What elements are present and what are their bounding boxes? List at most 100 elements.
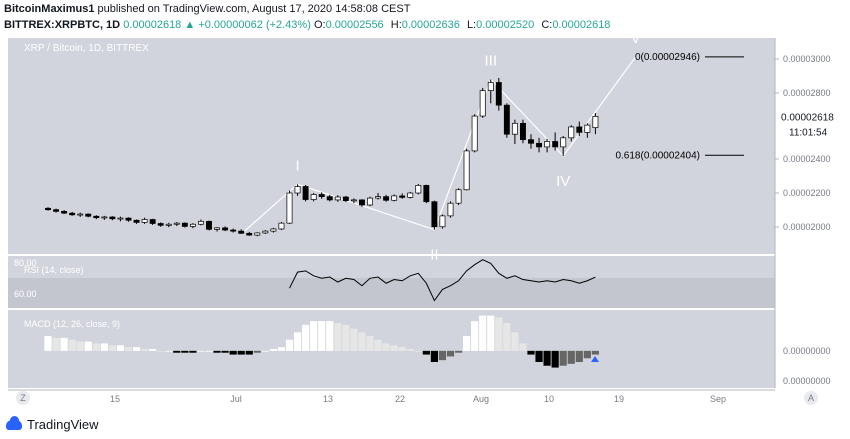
macd-histogram-bar [414,350,422,352]
macd-histogram-bar [503,323,511,351]
open-value: 0.00002556 [325,19,384,31]
candle [383,194,390,202]
candle [391,194,398,202]
symbol-line: BITTREX:XRPBTC, 1D 0.00002618 ▲ +0.00000… [4,19,614,31]
candle-body [536,142,543,148]
candle [528,134,534,149]
candle [326,194,333,202]
candle-body [568,126,575,139]
candle-body [278,222,285,230]
candle-body [101,216,108,219]
price-axis-label: 0.00003000 [783,54,831,64]
author-name[interactable]: BitcoinMaximus1 [4,3,95,15]
candle-body [262,230,269,234]
candle [302,185,309,202]
macd-histogram-bar [350,328,358,351]
time-axis-label: 22 [395,394,405,404]
macd-title: MACD (12, 26, close, 9) [24,319,120,329]
candle [262,230,269,235]
macd-histogram-bar [471,321,479,351]
candle-body [528,139,534,144]
candle-body [214,227,220,230]
candle [109,216,116,221]
last-price-tag [777,109,837,124]
auto-scale-button [804,391,818,405]
candle-body [584,124,591,133]
candle [198,219,204,226]
macd-histogram-bar [149,349,157,351]
candle-body [238,230,245,234]
high-value: 0.00002636 [401,19,460,31]
candle-body [399,195,406,198]
candle-body [109,216,116,220]
price-axis-label: 0.00002400 [783,154,831,164]
macd-axis-label: 0.00000000 [783,376,831,386]
macd-histogram-bar [229,350,237,355]
macd-histogram-bar [382,343,390,351]
macd-histogram-bar [141,349,149,351]
macd-histogram-bar [100,343,108,351]
macd-histogram-bar [342,324,350,351]
macd-histogram-bar [116,345,125,351]
candle-body [447,202,454,217]
candle [214,227,220,232]
candle [318,192,325,199]
timezone-icon: Z [20,393,26,403]
candle-body [487,82,494,91]
candle-body [342,196,349,201]
macd-histogram-bar [430,350,438,362]
candle [165,222,172,228]
time-axis-label: 15 [110,394,120,404]
candle-body [141,219,148,223]
candle [149,218,156,225]
macd-histogram-bar [519,343,527,351]
countdown-label: 11:01:54 [789,127,828,138]
macd-histogram-bar [479,315,487,351]
candle-body [53,209,60,212]
candle [238,229,245,235]
last-price: 0.00002618 [123,19,182,31]
price-change: +0.00000062 (+2.43%) [198,19,311,31]
candle-body [544,141,551,148]
rsi-axis-label: 60.00 [14,289,37,299]
macd-histogram-bar [165,350,173,352]
candle [77,212,84,217]
candle [350,198,357,204]
signal-marker-icon [591,356,599,362]
candle [85,213,92,218]
candle-body [230,229,237,232]
macd-histogram-bar [535,350,543,362]
candle-body [133,219,140,223]
macd-histogram-bar [108,345,116,351]
candle [487,79,494,104]
candle-body [222,227,229,231]
auto-scale-icon: A [808,393,814,403]
candle-body [270,228,277,232]
macd-histogram-bar [358,332,366,351]
candle [270,227,277,233]
candle-body [511,122,518,135]
rsi-axis-label: 80.00 [14,258,37,268]
macd-histogram-bar [454,350,463,353]
candle [423,184,430,204]
candle [431,200,438,230]
chart-canvas[interactable]: XRP / Bitcoin, 1D, BITTREX 0.00003000 0.00… [0,0,850,414]
candle [592,113,599,135]
price-pane [8,38,775,254]
macd-histogram-bar [92,343,100,351]
candle-body [463,150,470,191]
last-price-label: 0.00002618 [781,112,834,123]
candle-body [173,222,180,225]
candle-body [375,196,382,199]
macd-histogram-bar [253,350,261,353]
macd-histogram-bar [446,350,455,357]
symbol-label: BITTREX:XRPBTC, 1D [4,19,121,31]
tradingview-logo[interactable]: TradingView [6,415,99,432]
candle-body [254,232,261,236]
macd-histogram-bar [374,339,382,351]
candle [479,87,486,118]
wave-label-i: I [295,157,299,174]
candle-body [302,186,309,200]
candle-body [383,196,390,201]
candle [447,201,454,218]
